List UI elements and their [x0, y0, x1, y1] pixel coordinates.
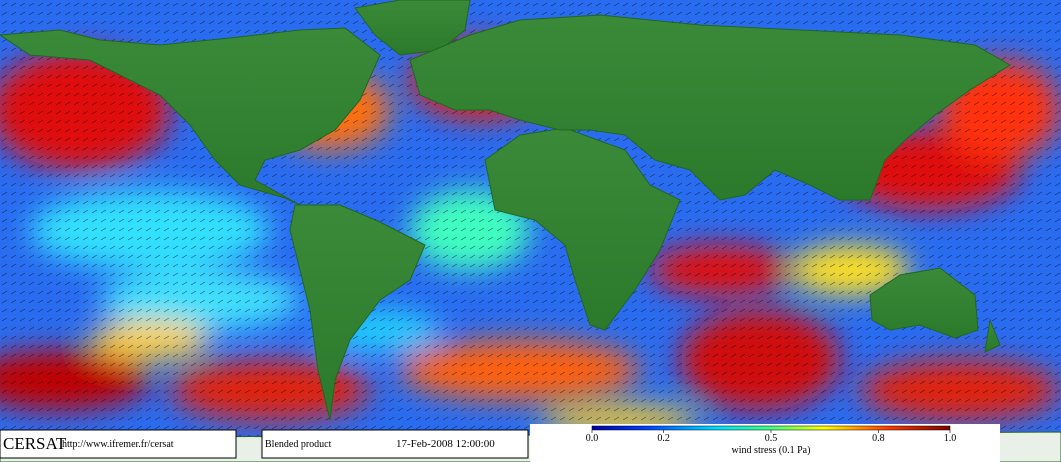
colorbar-tick-label: 0.0 — [586, 433, 599, 444]
product-box — [261, 429, 529, 459]
colorbar-ticks: 0.0 0.2 0.5 0.8 1.0 — [586, 430, 957, 444]
colorbar-tick-label: 0.8 — [872, 433, 885, 444]
colorbar-tick-label: 0.2 — [657, 433, 670, 444]
colorbar — [591, 425, 951, 431]
colorbar-label: wind stress (0.1 Pa) — [732, 445, 811, 456]
product: Blended product — [265, 439, 332, 450]
footer: CERSAT http://www.ifremer.fr/cersat Blen… — [0, 424, 1000, 462]
brand: CERSAT — [3, 434, 67, 453]
colorbar-panel — [530, 424, 1000, 462]
url: http://www.ifremer.fr/cersat — [62, 439, 174, 450]
colorbar-tick-label: 1.0 — [944, 433, 957, 444]
credit-box — [0, 429, 237, 459]
colorbar-tick-label: 0.5 — [765, 433, 778, 444]
date: 17-Feb-2008 12:00:00 — [396, 438, 495, 450]
